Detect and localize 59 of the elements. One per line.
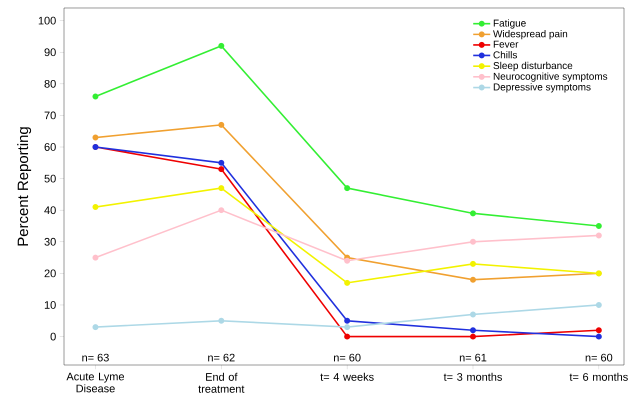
point bbox=[218, 122, 224, 128]
y-tick-label: 40 bbox=[44, 206, 56, 214]
point bbox=[92, 324, 98, 330]
point bbox=[596, 302, 602, 308]
point bbox=[218, 166, 224, 172]
point bbox=[218, 42, 224, 49]
legend-label: Fever bbox=[494, 40, 518, 48]
y-tick-label: 70 bbox=[44, 112, 56, 120]
y-axis-title: Percent Reporting bbox=[17, 127, 32, 246]
point bbox=[218, 185, 224, 192]
legend-label: Depressive symptoms bbox=[494, 83, 591, 92]
point bbox=[92, 134, 98, 141]
point bbox=[218, 207, 224, 214]
y-tick-label: 30 bbox=[44, 238, 56, 246]
point bbox=[596, 222, 602, 229]
point bbox=[596, 334, 602, 340]
y-tick-label: 10 bbox=[44, 301, 56, 309]
point bbox=[344, 185, 350, 192]
y-tick-label: 0 bbox=[50, 332, 56, 340]
annotation: n= 60 bbox=[586, 354, 612, 362]
point bbox=[470, 276, 476, 283]
point bbox=[92, 93, 98, 100]
point bbox=[92, 204, 98, 210]
point bbox=[344, 324, 350, 330]
point bbox=[470, 210, 476, 216]
y-tick-label: 100 bbox=[38, 16, 56, 25]
y-tick-label: 60 bbox=[44, 143, 56, 151]
point bbox=[470, 311, 476, 318]
y-tick-label: 50 bbox=[44, 174, 56, 182]
x-tick-label: t= 4 weeks bbox=[320, 372, 374, 381]
legend-label: Widespread pain bbox=[493, 30, 568, 40]
x-tick-label: t= 3 months bbox=[444, 372, 502, 381]
point bbox=[344, 334, 350, 340]
y-tick-label: 20 bbox=[44, 270, 56, 278]
annotation: n= 60 bbox=[334, 354, 361, 362]
legend-label: Sleep disturbance bbox=[493, 62, 572, 72]
y-tick-label: 80 bbox=[44, 80, 56, 88]
x-tick-label: Acute Lyme Disease bbox=[66, 372, 124, 392]
annotation: n= 63 bbox=[82, 354, 109, 362]
point bbox=[92, 254, 98, 261]
annotation: n= 62 bbox=[208, 354, 235, 362]
point bbox=[470, 238, 476, 245]
point bbox=[470, 260, 476, 267]
point bbox=[470, 334, 476, 340]
point bbox=[596, 327, 602, 334]
legend-label: Fatigue bbox=[494, 19, 526, 29]
legend-label: Chills bbox=[494, 51, 517, 58]
legend-label: Neurocognitive symptoms bbox=[494, 72, 608, 82]
point bbox=[344, 280, 350, 286]
annotation: n= 61 bbox=[460, 354, 486, 362]
point bbox=[596, 232, 602, 238]
x-tick-label: End of treatment bbox=[198, 372, 244, 393]
point bbox=[218, 318, 224, 324]
y-tick-label: 90 bbox=[44, 48, 56, 56]
point bbox=[470, 327, 476, 334]
x-tick-label: t= 6 months bbox=[570, 372, 628, 381]
point bbox=[344, 318, 350, 324]
point bbox=[344, 258, 350, 264]
point bbox=[218, 160, 224, 166]
